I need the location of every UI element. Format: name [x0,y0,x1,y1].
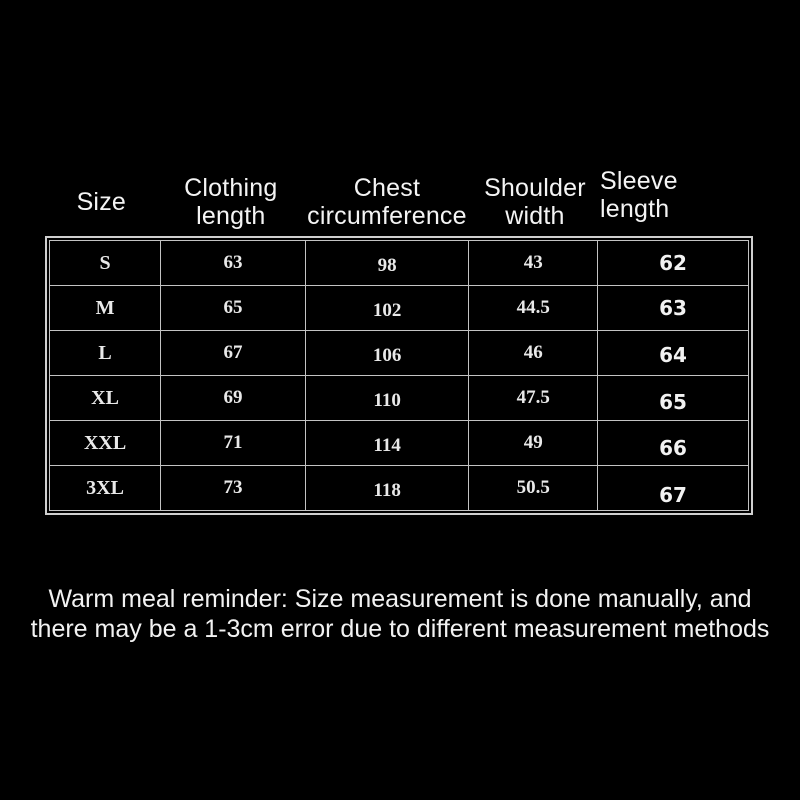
size-cell: XXL [48,420,162,466]
chest-circumference-cell: 98 [304,240,470,286]
table-row-3xl: 3XL 73 118 50.5 67 [48,465,749,511]
table-row-m: M 65 102 44.5 63 [48,285,749,331]
size-table-border: S 63 98 43 62 M 65 102 44.5 63 L [45,236,753,515]
sleeve-length-cell: 64 [597,330,749,376]
table-row-l: L 67 106 46 64 [48,330,749,376]
clothing-length-cell: 63 [160,240,306,286]
column-header-sleeve-length: Sleeve length [600,167,678,223]
clothing-length-cell: 67 [160,330,306,376]
clothing-length-cell: 73 [160,465,306,511]
size-table: S 63 98 43 62 M 65 102 44.5 63 L [48,240,749,511]
sleeve-length-cell: 63 [597,285,749,331]
size-cell: M [48,285,162,331]
chest-circumference-cell: 102 [304,285,470,331]
column-header-size: Size [76,188,126,216]
column-header-clothing-length: Clothing length [184,174,278,230]
chest-circumference-cell: 110 [304,375,470,421]
disclaimer-line-1: Warm meal reminder: Size measurement is … [48,585,752,613]
shoulder-width-cell: 46 [468,330,598,376]
size-cell: S [48,240,162,286]
size-cell: L [48,330,162,376]
sleeve-length-cell: 65 [597,375,749,421]
column-headers: Size Clothing length Chest circumference… [45,167,753,234]
sleeve-length-cell: 66 [597,420,749,466]
size-cell: 3XL [48,465,162,511]
size-cell: XL [48,375,162,421]
shoulder-width-cell: 43 [468,240,598,286]
clothing-length-cell: 65 [160,285,306,331]
table-row-s: S 63 98 43 62 [48,240,749,286]
chest-circumference-cell: 114 [304,420,470,466]
column-header-shoulder-width: Shoulder width [484,174,586,230]
shoulder-width-cell: 44.5 [468,285,598,331]
size-chart: Size Clothing length Chest circumference… [45,167,753,515]
column-header-chest-circumference: Chest circumference [307,174,467,230]
clothing-length-cell: 69 [160,375,306,421]
shoulder-width-cell: 50.5 [468,465,598,511]
disclaimer-line-2: there may be a 1-3cm error due to differ… [30,615,770,643]
chest-circumference-cell: 118 [304,465,470,511]
clothing-length-cell: 71 [160,420,306,466]
table-row-xxl: XXL 71 114 49 66 [48,420,749,466]
sleeve-length-cell: 67 [597,465,749,511]
shoulder-width-cell: 49 [468,420,598,466]
table-row-xl: XL 69 110 47.5 65 [48,375,749,421]
sleeve-length-cell: 62 [597,240,749,286]
shoulder-width-cell: 47.5 [468,375,598,421]
chest-circumference-cell: 106 [304,330,470,376]
measurement-disclaimer: Warm meal reminder: Size measurement is … [0,584,800,644]
